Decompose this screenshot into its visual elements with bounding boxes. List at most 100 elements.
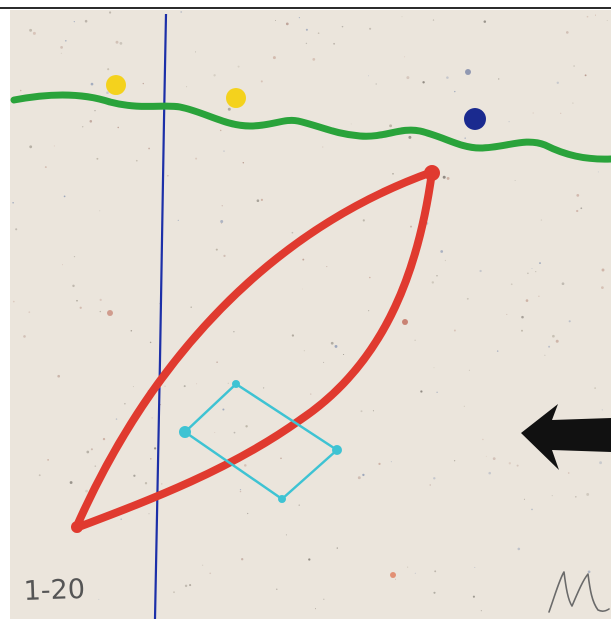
paper-speck [53, 145, 55, 147]
paper-speck [57, 374, 61, 378]
wavy-line [10, 91, 611, 163]
paper-speck [233, 431, 236, 434]
paper-speck [410, 225, 412, 228]
paper-speck [527, 272, 529, 275]
paper-speck [216, 361, 218, 363]
paper-speck [572, 102, 574, 104]
paper-speck [492, 457, 496, 461]
paper-speck [280, 457, 282, 460]
paper-speck [233, 331, 235, 333]
paper-speck [227, 107, 231, 111]
paper-speck [485, 455, 487, 457]
paper-speck [120, 518, 122, 520]
paper-speck [552, 334, 555, 338]
paper-speck [362, 473, 365, 477]
paper-speck [531, 508, 533, 511]
paper-speck [586, 492, 590, 496]
red-corner-dot-bottom [71, 521, 83, 533]
paper-speck [442, 175, 446, 179]
paper-speck [586, 15, 589, 18]
paper-fleck [402, 319, 408, 325]
paper-speck [201, 564, 204, 566]
paper-speck [488, 471, 491, 475]
paper-speck [514, 180, 516, 182]
paper-speck [219, 129, 222, 132]
paper-speck [567, 472, 570, 474]
paper-speck [285, 22, 289, 26]
paper-speck [245, 425, 248, 428]
paper-speck [28, 311, 31, 314]
paper-speck [574, 495, 577, 498]
paper-speck [544, 354, 546, 356]
paper-speck [466, 297, 469, 300]
paper-speck [132, 386, 134, 388]
paper-speck [239, 489, 242, 491]
paper-speck [606, 20, 608, 22]
paper-speck [285, 534, 287, 536]
paper-speck [90, 82, 94, 86]
red-lens-shape [72, 168, 436, 532]
paper-speck [32, 31, 36, 35]
paper-speck [517, 547, 521, 551]
paper-speck [223, 150, 225, 152]
paper-speck [322, 146, 324, 148]
paper-speck [90, 448, 93, 451]
paper-speck [61, 264, 63, 266]
paper-speck [568, 320, 571, 323]
paper-speck [63, 195, 66, 198]
paper-speck [276, 588, 278, 590]
paper-speck [468, 369, 470, 371]
paper-speck [106, 91, 109, 94]
paper-speck [556, 81, 559, 84]
paper-speck [601, 409, 603, 411]
paper-speck [241, 558, 244, 561]
signature-mark [548, 571, 610, 613]
paper-speck [483, 20, 487, 23]
paper-speck [516, 464, 519, 467]
paper-speck [587, 570, 591, 574]
paper-fleck [465, 69, 471, 75]
paper-speck [594, 387, 596, 389]
paper-speck [444, 259, 447, 262]
paper-speck [429, 484, 431, 486]
paper-fleck [390, 572, 396, 578]
paper-speck [333, 42, 336, 45]
paper-speck [195, 51, 197, 53]
paper-speck [260, 198, 264, 202]
paper-speck [223, 254, 226, 258]
paper-speck [521, 315, 524, 319]
paper-speck [102, 437, 106, 441]
paper-speck [85, 489, 88, 493]
paper-speck [496, 350, 499, 352]
paper-speck [555, 339, 559, 343]
paper-speck [302, 288, 303, 290]
paper-speck [453, 460, 456, 462]
red-corner-dot-top [424, 165, 440, 181]
paper-speck [133, 474, 136, 477]
paper-speck [130, 329, 133, 332]
corner-note: 1-20 [23, 574, 85, 607]
paper-speck [375, 83, 377, 85]
paper-speck [164, 385, 166, 387]
paper-speck [368, 310, 370, 312]
paper-speck [109, 11, 112, 14]
paper-speck [389, 124, 393, 128]
paper-speck [308, 558, 311, 561]
paper-speck [479, 269, 482, 273]
paper-speck [372, 410, 374, 412]
cyan-vertex-3 [278, 495, 286, 503]
paper-speck [298, 17, 300, 19]
paper-speck [60, 46, 63, 49]
paper-speck [434, 570, 437, 573]
paper-speck [298, 504, 300, 506]
paper-speck [599, 461, 603, 465]
paper-speck [336, 547, 338, 549]
paper-speck [72, 284, 75, 288]
paper-speck [357, 476, 361, 480]
paper-speck [436, 391, 438, 393]
paper-speck [256, 199, 260, 202]
paper-speck [523, 498, 525, 500]
paper-speck [532, 112, 534, 114]
paper-speck [433, 367, 435, 369]
